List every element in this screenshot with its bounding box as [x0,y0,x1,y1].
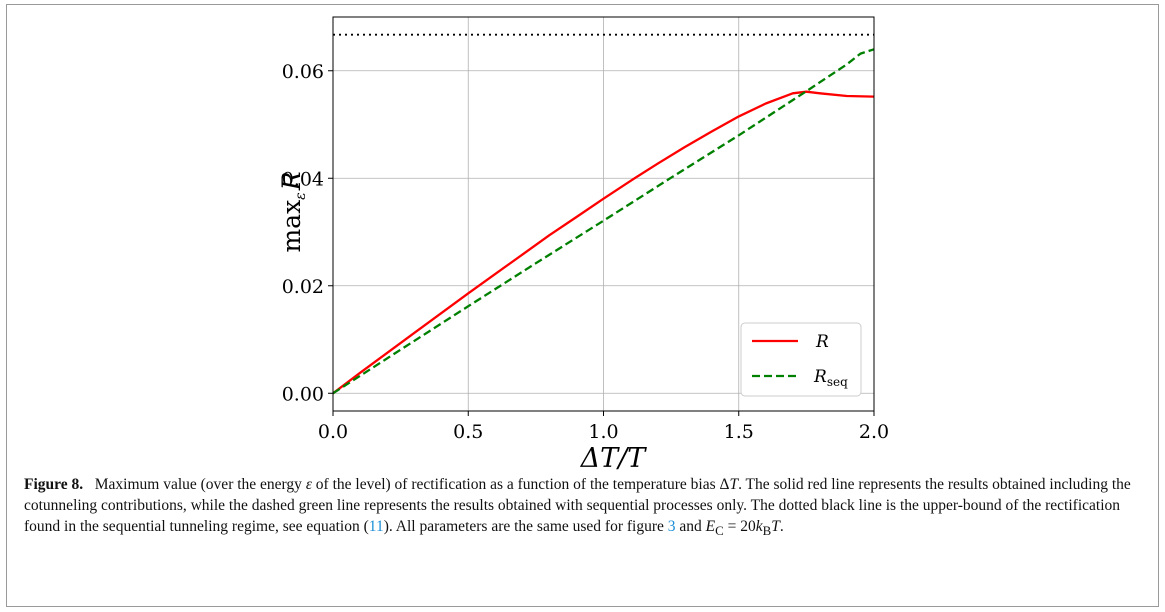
y-tick-label: 0.00 [282,383,324,405]
x-tick-label: 0.5 [453,421,483,443]
figure-frame [6,4,1159,607]
legend-label-rseq: Rseq [813,367,848,389]
y-tick-label: 0.02 [282,276,324,298]
x-tick-label: 1.5 [724,421,754,443]
ticks: 0.0 0.5 1.0 1.5 2.0 0.00 0.02 0.04 0.06 [282,61,889,443]
series-line-r-seq [332,48,875,395]
y-tick-label: 0.04 [282,168,324,190]
figure-caption: Figure 8. Maximum value (over the energy… [24,476,1131,539]
series-line-r [332,90,875,395]
legend-label-r: R [815,332,829,352]
chart: 0.0 0.5 1.0 1.5 2.0 0.00 0.02 0.04 0.06 R Rseq Δ… [277,16,889,470]
series-lines [332,33,875,395]
x-tick-label: 0.0 [318,421,348,443]
x-tick-label: 2.0 [859,421,889,443]
equation-link[interactable]: 11 [368,518,384,535]
x-tick-label: 1.0 [588,421,618,443]
legend: R Rseq [740,322,862,397]
figure-link[interactable]: 3 [667,518,676,535]
x-axis-label: ΔT/T [580,443,648,470]
caption-label: Figure 8. [24,476,84,493]
y-axis-label: maxεR [277,171,309,252]
y-tick-label: 0.06 [282,61,324,83]
